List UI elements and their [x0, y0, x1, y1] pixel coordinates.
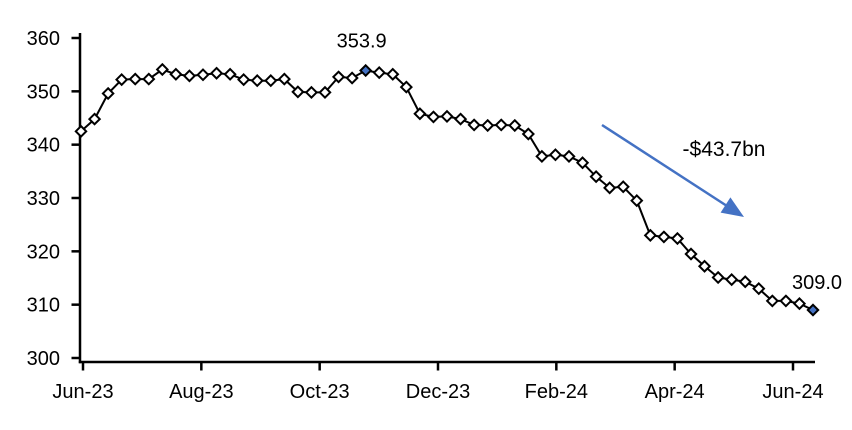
data-marker	[345, 71, 359, 85]
data-marker	[792, 296, 807, 311]
x-tick-label: Oct-23	[290, 381, 350, 403]
data-series	[74, 62, 820, 317]
data-marker	[657, 230, 671, 244]
data-marker	[223, 67, 237, 81]
x-tick-label: Jun-23	[52, 381, 113, 403]
data-marker	[250, 74, 264, 88]
highlight-marker	[806, 303, 820, 317]
data-marker	[752, 282, 766, 296]
data-marker	[331, 70, 346, 84]
decline-arrow	[601, 123, 744, 217]
data-marker	[711, 270, 725, 285]
data-marker	[237, 72, 251, 87]
data-marker	[196, 68, 210, 82]
y-tick-label: 300	[27, 348, 60, 370]
annotations: 353.9 309.0 -$43.7bn	[337, 31, 842, 294]
data-marker	[562, 149, 576, 164]
x-tick-label: Aug-23	[169, 381, 234, 403]
data-marker	[670, 231, 685, 246]
data-marker	[372, 66, 386, 80]
x-tick-label: Jun-24	[762, 381, 823, 403]
x-axis: Jun-23 Aug-23 Oct-23 Dec-23 Feb-24 Apr-24 Jun-…	[52, 360, 824, 403]
data-marker	[575, 156, 590, 170]
data-marker	[209, 66, 224, 80]
data-marker	[386, 67, 400, 81]
x-tick-label: Apr-24	[645, 381, 705, 403]
decline-arrow-head	[720, 197, 744, 217]
data-marker	[725, 272, 739, 287]
peak-value-label: 353.9	[337, 31, 387, 53]
data-marker	[508, 118, 522, 133]
decline-arrow-line	[601, 123, 728, 208]
y-tick-label: 340	[27, 135, 60, 157]
data-marker	[521, 127, 535, 141]
data-marker	[128, 72, 142, 86]
data-marker	[426, 110, 441, 124]
data-marker	[182, 69, 197, 83]
data-marker	[779, 294, 793, 308]
y-tick-label: 310	[27, 295, 60, 317]
data-marker	[453, 112, 468, 126]
data-marker	[142, 72, 156, 86]
data-marker	[169, 67, 183, 81]
data-marker	[643, 228, 657, 242]
end-value-label: 309.0	[792, 272, 842, 294]
data-marker	[291, 85, 305, 99]
data-marker	[87, 112, 102, 126]
data-marker	[413, 107, 427, 121]
data-marker	[738, 275, 752, 289]
data-marker	[548, 148, 563, 162]
data-marker	[155, 62, 169, 77]
y-tick-label: 360	[27, 28, 60, 50]
data-marker	[616, 180, 630, 194]
data-marker	[101, 86, 115, 101]
data-marker	[440, 109, 454, 124]
data-marker	[481, 118, 495, 133]
data-marker	[318, 85, 332, 100]
highlight-marker	[359, 63, 373, 78]
data-marker	[304, 85, 319, 100]
data-marker	[684, 247, 698, 261]
data-marker	[589, 170, 603, 184]
data-marker	[765, 294, 779, 308]
data-marker	[697, 259, 712, 273]
data-marker	[467, 118, 481, 132]
data-marker	[264, 74, 278, 88]
data-marker	[603, 181, 617, 195]
data-marker	[74, 124, 88, 138]
y-tick-label: 350	[27, 81, 60, 103]
decline-amount-label: -$43.7bn	[683, 138, 766, 161]
y-tick-label: 320	[27, 241, 60, 263]
data-marker	[115, 72, 129, 87]
x-tick-label: Dec-23	[406, 381, 470, 403]
data-marker	[630, 194, 644, 208]
data-marker	[399, 80, 413, 94]
data-marker	[277, 72, 291, 86]
data-marker	[494, 118, 508, 132]
y-tick-label: 330	[27, 188, 60, 210]
data-marker	[535, 149, 549, 164]
y-axis: 360 350 340 330 320 310 300	[27, 28, 82, 370]
x-tick-label: Feb-24	[525, 381, 588, 403]
